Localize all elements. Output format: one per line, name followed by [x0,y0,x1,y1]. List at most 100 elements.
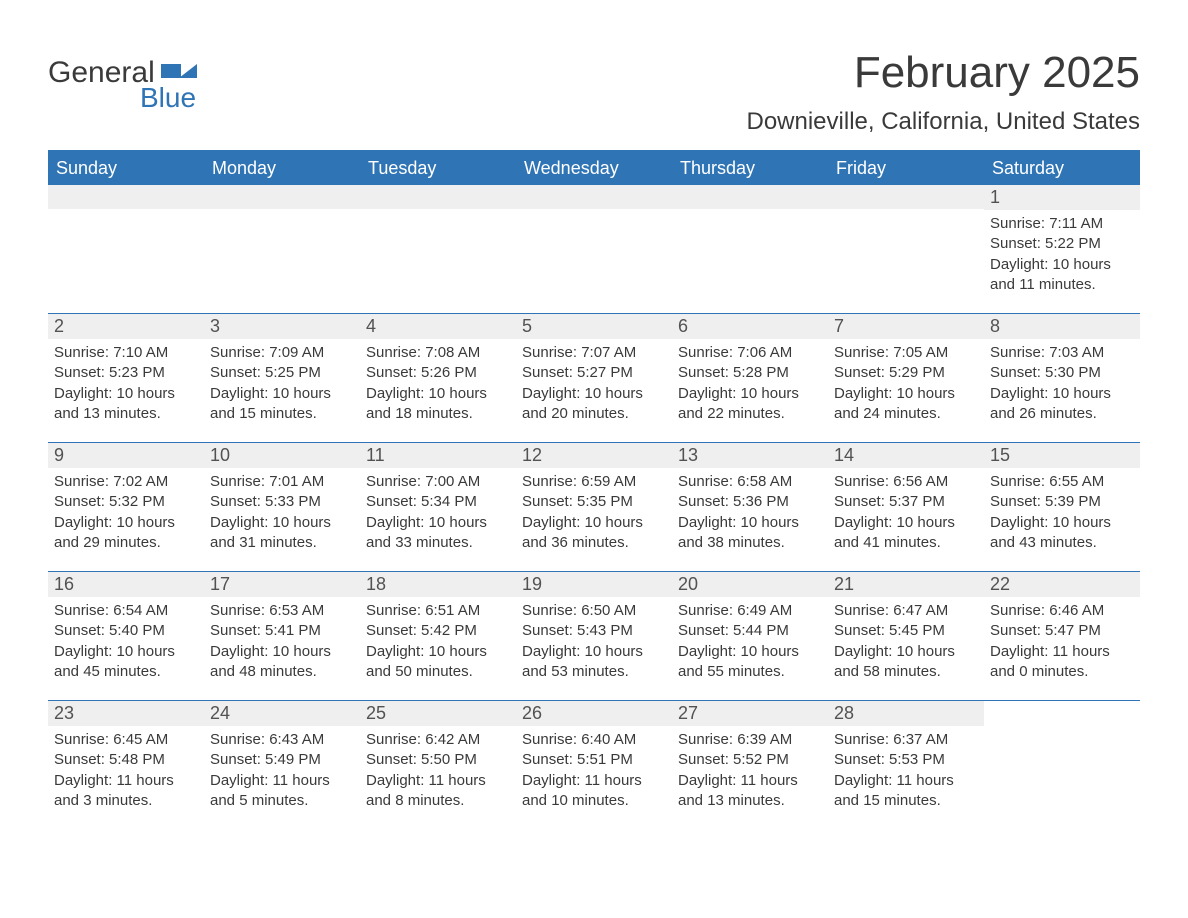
day-number: 8 [984,314,1140,339]
sunset-text: Sunset: 5:29 PM [834,363,978,383]
day-number: 5 [516,314,672,339]
day-details: Sunrise: 6:50 AMSunset: 5:43 PMDaylight:… [516,597,672,682]
sunset-text: Sunset: 5:52 PM [678,750,822,770]
week-row: 16Sunrise: 6:54 AMSunset: 5:40 PMDayligh… [48,571,1140,700]
location-text: Downieville, California, United States [746,108,1140,136]
daylight-text: Daylight: 10 hours and 45 minutes. [54,642,198,683]
day-number: 24 [204,701,360,726]
day-number: 18 [360,572,516,597]
day-number: 25 [360,701,516,726]
day-cell: 18Sunrise: 6:51 AMSunset: 5:42 PMDayligh… [360,572,516,700]
day-number: 9 [48,443,204,468]
sunset-text: Sunset: 5:33 PM [210,492,354,512]
sunset-text: Sunset: 5:45 PM [834,621,978,641]
day-details: Sunrise: 7:00 AMSunset: 5:34 PMDaylight:… [360,468,516,553]
daylight-text: Daylight: 11 hours and 10 minutes. [522,771,666,812]
daylight-text: Daylight: 10 hours and 29 minutes. [54,513,198,554]
day-cell: 8Sunrise: 7:03 AMSunset: 5:30 PMDaylight… [984,314,1140,442]
day-number: 4 [360,314,516,339]
sunset-text: Sunset: 5:32 PM [54,492,198,512]
sunrise-text: Sunrise: 6:56 AM [834,472,978,492]
daylight-text: Daylight: 10 hours and 20 minutes. [522,384,666,425]
sunset-text: Sunset: 5:47 PM [990,621,1134,641]
day-number: 19 [516,572,672,597]
day-cell: 21Sunrise: 6:47 AMSunset: 5:45 PMDayligh… [828,572,984,700]
day-details: Sunrise: 6:47 AMSunset: 5:45 PMDaylight:… [828,597,984,682]
day-cell: 19Sunrise: 6:50 AMSunset: 5:43 PMDayligh… [516,572,672,700]
day-number [516,185,672,209]
sunrise-text: Sunrise: 6:50 AM [522,601,666,621]
daylight-text: Daylight: 10 hours and 31 minutes. [210,513,354,554]
sunrise-text: Sunrise: 6:40 AM [522,730,666,750]
weeks-container: 1Sunrise: 7:11 AMSunset: 5:22 PMDaylight… [48,185,1140,829]
sunrise-text: Sunrise: 6:43 AM [210,730,354,750]
day-cell: 22Sunrise: 6:46 AMSunset: 5:47 PMDayligh… [984,572,1140,700]
sunrise-text: Sunrise: 6:39 AM [678,730,822,750]
day-details: Sunrise: 7:11 AMSunset: 5:22 PMDaylight:… [984,210,1140,295]
day-number: 3 [204,314,360,339]
day-cell: 4Sunrise: 7:08 AMSunset: 5:26 PMDaylight… [360,314,516,442]
sunrise-text: Sunrise: 7:09 AM [210,343,354,363]
day-details: Sunrise: 6:53 AMSunset: 5:41 PMDaylight:… [204,597,360,682]
logo-text-blue: Blue [140,82,196,114]
daylight-text: Daylight: 10 hours and 13 minutes. [54,384,198,425]
day-details: Sunrise: 7:03 AMSunset: 5:30 PMDaylight:… [984,339,1140,424]
day-cell [516,185,672,313]
daylight-text: Daylight: 10 hours and 55 minutes. [678,642,822,683]
daylight-text: Daylight: 10 hours and 38 minutes. [678,513,822,554]
day-details: Sunrise: 6:39 AMSunset: 5:52 PMDaylight:… [672,726,828,811]
sunrise-text: Sunrise: 6:49 AM [678,601,822,621]
title-block: February 2025 Downieville, California, U… [746,48,1140,136]
day-cell: 25Sunrise: 6:42 AMSunset: 5:50 PMDayligh… [360,701,516,829]
day-details: Sunrise: 6:46 AMSunset: 5:47 PMDaylight:… [984,597,1140,682]
day-number: 2 [48,314,204,339]
sunrise-text: Sunrise: 6:53 AM [210,601,354,621]
logo-text-general: General [48,56,155,90]
day-cell: 7Sunrise: 7:05 AMSunset: 5:29 PMDaylight… [828,314,984,442]
day-cell [48,185,204,313]
sunset-text: Sunset: 5:51 PM [522,750,666,770]
daylight-text: Daylight: 10 hours and 22 minutes. [678,384,822,425]
day-number: 1 [984,185,1140,210]
day-cell: 1Sunrise: 7:11 AMSunset: 5:22 PMDaylight… [984,185,1140,313]
day-details: Sunrise: 6:51 AMSunset: 5:42 PMDaylight:… [360,597,516,682]
sunset-text: Sunset: 5:40 PM [54,621,198,641]
day-cell [360,185,516,313]
day-details: Sunrise: 7:07 AMSunset: 5:27 PMDaylight:… [516,339,672,424]
sunset-text: Sunset: 5:50 PM [366,750,510,770]
day-number: 20 [672,572,828,597]
day-cell: 2Sunrise: 7:10 AMSunset: 5:23 PMDaylight… [48,314,204,442]
sunrise-text: Sunrise: 6:51 AM [366,601,510,621]
day-details: Sunrise: 7:01 AMSunset: 5:33 PMDaylight:… [204,468,360,553]
day-number: 6 [672,314,828,339]
day-cell: 27Sunrise: 6:39 AMSunset: 5:52 PMDayligh… [672,701,828,829]
sunset-text: Sunset: 5:48 PM [54,750,198,770]
daylight-text: Daylight: 11 hours and 8 minutes. [366,771,510,812]
sunset-text: Sunset: 5:41 PM [210,621,354,641]
daylight-text: Daylight: 11 hours and 0 minutes. [990,642,1134,683]
day-details: Sunrise: 7:08 AMSunset: 5:26 PMDaylight:… [360,339,516,424]
sunset-text: Sunset: 5:36 PM [678,492,822,512]
sunset-text: Sunset: 5:49 PM [210,750,354,770]
logo-shape-icon [161,64,197,84]
daylight-text: Daylight: 10 hours and 43 minutes. [990,513,1134,554]
sunrise-text: Sunrise: 7:08 AM [366,343,510,363]
daylight-text: Daylight: 10 hours and 11 minutes. [990,255,1134,296]
daylight-text: Daylight: 10 hours and 18 minutes. [366,384,510,425]
sunrise-text: Sunrise: 6:58 AM [678,472,822,492]
day-cell: 20Sunrise: 6:49 AMSunset: 5:44 PMDayligh… [672,572,828,700]
sunrise-text: Sunrise: 7:11 AM [990,214,1134,234]
daylight-text: Daylight: 10 hours and 41 minutes. [834,513,978,554]
sunrise-text: Sunrise: 6:54 AM [54,601,198,621]
day-number [828,185,984,209]
day-number: 12 [516,443,672,468]
day-cell [204,185,360,313]
day-details: Sunrise: 7:02 AMSunset: 5:32 PMDaylight:… [48,468,204,553]
day-number [672,185,828,209]
weekday-header: Monday [204,152,360,185]
day-cell [984,701,1140,829]
day-cell: 13Sunrise: 6:58 AMSunset: 5:36 PMDayligh… [672,443,828,571]
sunset-text: Sunset: 5:22 PM [990,234,1134,254]
day-cell: 10Sunrise: 7:01 AMSunset: 5:33 PMDayligh… [204,443,360,571]
day-details: Sunrise: 7:09 AMSunset: 5:25 PMDaylight:… [204,339,360,424]
